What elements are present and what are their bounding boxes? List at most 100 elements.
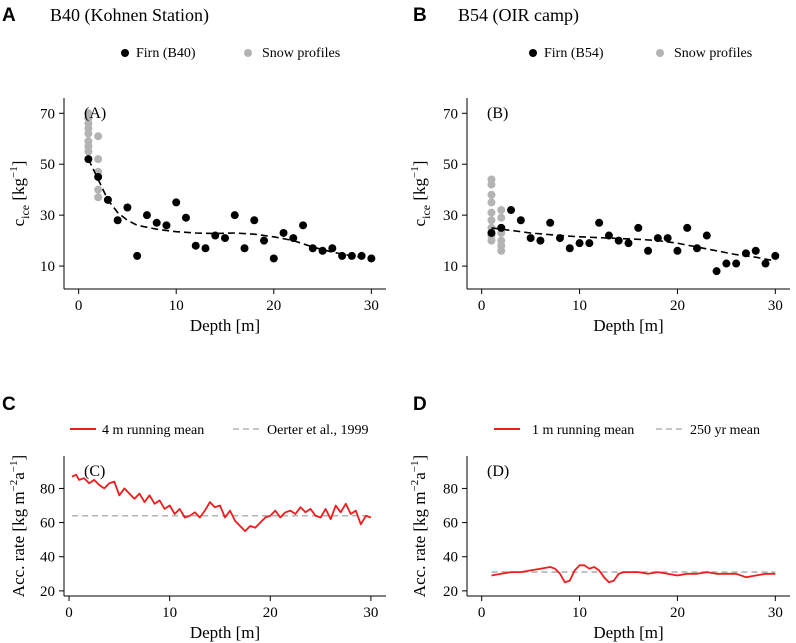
y-tick-label: 30 — [40, 208, 55, 224]
panel-b: B B54 (OIR camp) Firn (B54) Snow profiles 0 1… — [409, 5, 790, 335]
data-point — [113, 216, 122, 225]
data-point — [771, 251, 780, 260]
legend-marker — [244, 49, 252, 57]
data-point — [536, 236, 545, 245]
data-point — [722, 259, 731, 268]
data-point — [94, 132, 103, 141]
y-tick-label: 50 — [443, 157, 458, 173]
data-point — [308, 244, 317, 253]
y-tick-label: 80 — [40, 481, 55, 497]
data-point — [172, 198, 181, 207]
data-point — [487, 228, 496, 237]
y-axis-label: cice [kg−1] — [8, 161, 32, 227]
x-tick-label: 10 — [572, 298, 587, 314]
data-point — [94, 155, 103, 164]
y-label-sup: −1 — [8, 166, 20, 178]
x-tick-label: 10 — [572, 605, 587, 621]
data-point — [357, 251, 366, 260]
data-point — [84, 129, 93, 138]
data-point — [526, 234, 535, 243]
data-point — [94, 193, 103, 202]
x-tick-label: 10 — [162, 605, 177, 621]
x-tick-label: 20 — [263, 605, 278, 621]
y-label-main: Acc. rate [kg m — [410, 491, 429, 597]
data-point — [133, 251, 142, 260]
x-tick-label: 30 — [363, 605, 378, 621]
data-point — [487, 216, 496, 225]
x-tick-label: 0 — [478, 605, 486, 621]
data-point — [683, 223, 692, 232]
x-tick-label: 30 — [364, 298, 379, 314]
data-point — [487, 180, 496, 189]
data-point — [751, 246, 760, 255]
data-point — [181, 213, 190, 222]
y-tick-label: 80 — [443, 481, 458, 497]
panel-d: D 1 m running mean 250 yr mean 0 10 20 30 20 40 6… — [409, 394, 790, 642]
y-tick-label: 60 — [443, 516, 458, 532]
panel-c: C 4 m running mean Oerter et al., 1999 0 10 2… — [2, 394, 386, 642]
data-point — [546, 218, 555, 227]
y-label-sup: −1 — [8, 460, 20, 472]
data-point — [250, 216, 259, 225]
y-label-main: Acc. rate [kg m — [9, 491, 28, 597]
y-label-sup: −2 — [8, 480, 20, 492]
data-point — [565, 244, 574, 253]
data-point — [487, 198, 496, 207]
y-axis-label: cice [kg−1] — [409, 161, 433, 227]
legend-label: Firn (B54) — [544, 46, 604, 61]
data-point — [575, 239, 584, 248]
legend-label: Snow profiles — [674, 46, 752, 61]
panel-a: A B40 (Kohnen Station) Firn (B40) Snow prof… — [2, 5, 386, 335]
data-point — [507, 206, 516, 215]
legend-label: Oerter et al., 1999 — [267, 423, 368, 438]
data-point — [487, 190, 496, 199]
panel-letter: D — [413, 394, 427, 415]
x-tick-label: 0 — [478, 298, 486, 314]
data-point — [516, 216, 525, 225]
y-tick-label: 60 — [40, 516, 55, 532]
data-point — [712, 267, 721, 276]
data-point — [123, 203, 132, 212]
data-point — [585, 239, 594, 248]
data-point — [624, 239, 633, 248]
data-point — [240, 244, 249, 253]
y-label-close: ] — [9, 455, 28, 461]
y-tick-label: 70 — [40, 106, 55, 122]
panel-tag: (B) — [487, 105, 508, 122]
legend-label: 250 yr mean — [690, 423, 760, 438]
x-tick-label: 30 — [768, 605, 783, 621]
y-tick-label: 50 — [40, 157, 55, 173]
data-point — [761, 259, 770, 268]
data-point — [497, 246, 506, 255]
y-label-close: ] — [410, 161, 429, 167]
x-tick-label: 0 — [75, 298, 83, 314]
data-point — [732, 259, 741, 268]
y-tick-label: 10 — [40, 259, 55, 275]
y-label-unit: [kg — [9, 177, 28, 204]
panel-tag: (C) — [84, 463, 105, 480]
panel-letter: A — [2, 5, 16, 26]
x-tick-label: 10 — [169, 298, 184, 314]
legend-marker — [121, 49, 129, 57]
y-tick-label: 70 — [443, 106, 458, 122]
y-label-sup: −1 — [409, 460, 421, 472]
data-point — [162, 221, 171, 230]
x-tick-label: 20 — [670, 298, 685, 314]
data-point — [84, 147, 93, 156]
panel-tag: (D) — [487, 463, 509, 480]
series-line — [491, 564, 776, 584]
data-point — [663, 234, 672, 243]
y-tick-label: 10 — [443, 259, 458, 275]
y-label-close: ] — [9, 161, 28, 167]
data-point — [269, 254, 278, 263]
x-axis-label: Depth [m] — [593, 316, 663, 335]
data-point — [221, 234, 229, 243]
data-point — [634, 223, 643, 232]
y-label-unit: [kg — [410, 177, 429, 204]
y-tick-label: 40 — [40, 550, 55, 566]
legend-marker — [656, 49, 664, 57]
data-point — [497, 223, 506, 232]
data-point — [497, 206, 506, 215]
x-axis-label: Depth [m] — [190, 316, 260, 335]
